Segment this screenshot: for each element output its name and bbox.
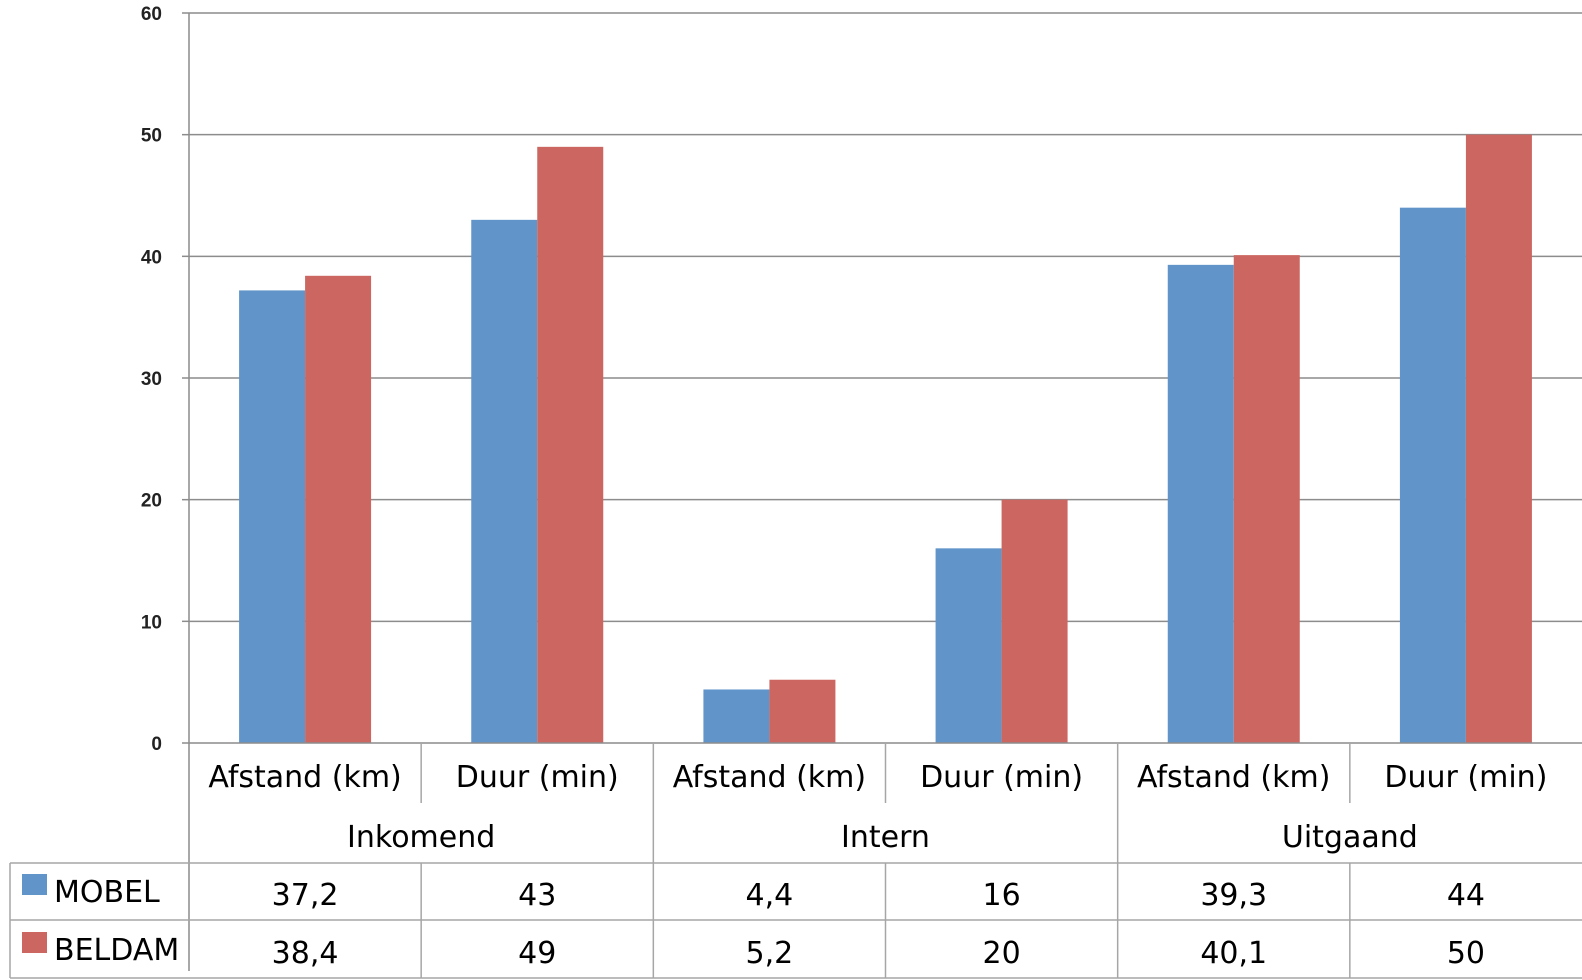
legend-label: MOBEL bbox=[54, 875, 160, 910]
bar bbox=[1465, 134, 1532, 743]
bar bbox=[471, 219, 538, 744]
category-label: Afstand (km) bbox=[1137, 760, 1330, 795]
group-label: Inkomend bbox=[347, 820, 495, 855]
category-label: Duur (min) bbox=[1384, 760, 1547, 795]
y-tick-label: 20 bbox=[141, 491, 162, 512]
category-label: Duur (min) bbox=[920, 760, 1083, 795]
bar bbox=[703, 689, 770, 743]
bar bbox=[537, 146, 604, 744]
table-cell: 40,1 bbox=[1200, 936, 1267, 971]
y-tick-label: 40 bbox=[141, 247, 162, 268]
table-cell: 50 bbox=[1447, 936, 1485, 971]
category-label: Afstand (km) bbox=[673, 760, 866, 795]
y-tick-label: 60 bbox=[141, 4, 162, 25]
bar bbox=[239, 290, 306, 743]
bar bbox=[1167, 264, 1234, 743]
group-label: Intern bbox=[841, 820, 930, 855]
table-cell: 38,4 bbox=[272, 936, 339, 971]
table-cell: 44 bbox=[1447, 878, 1485, 913]
bar bbox=[1399, 207, 1466, 743]
category-label: Duur (min) bbox=[456, 760, 619, 795]
bar bbox=[769, 679, 836, 743]
bar bbox=[1001, 499, 1068, 743]
table-cell: 5,2 bbox=[746, 936, 794, 971]
table-cell: 43 bbox=[518, 878, 556, 913]
category-label: Afstand (km) bbox=[208, 760, 401, 795]
bar bbox=[305, 275, 372, 743]
table-cell: 39,3 bbox=[1200, 878, 1267, 913]
table-cell: 20 bbox=[982, 936, 1020, 971]
legend-swatch bbox=[22, 932, 47, 953]
table-cell: 37,2 bbox=[272, 878, 339, 913]
group-label: Uitgaand bbox=[1282, 820, 1418, 855]
y-tick-label: 10 bbox=[141, 612, 162, 633]
legend-swatch bbox=[22, 874, 47, 895]
y-tick-label: 50 bbox=[141, 126, 162, 147]
legend-label: BELDAM bbox=[54, 933, 179, 968]
table-cell: 49 bbox=[518, 936, 556, 971]
y-tick-label: 0 bbox=[151, 734, 162, 755]
y-tick-label: 30 bbox=[141, 369, 162, 390]
bar bbox=[935, 548, 1002, 743]
table-cell: 16 bbox=[982, 878, 1020, 913]
table-cell: 4,4 bbox=[746, 878, 794, 913]
bar bbox=[1233, 255, 1300, 743]
